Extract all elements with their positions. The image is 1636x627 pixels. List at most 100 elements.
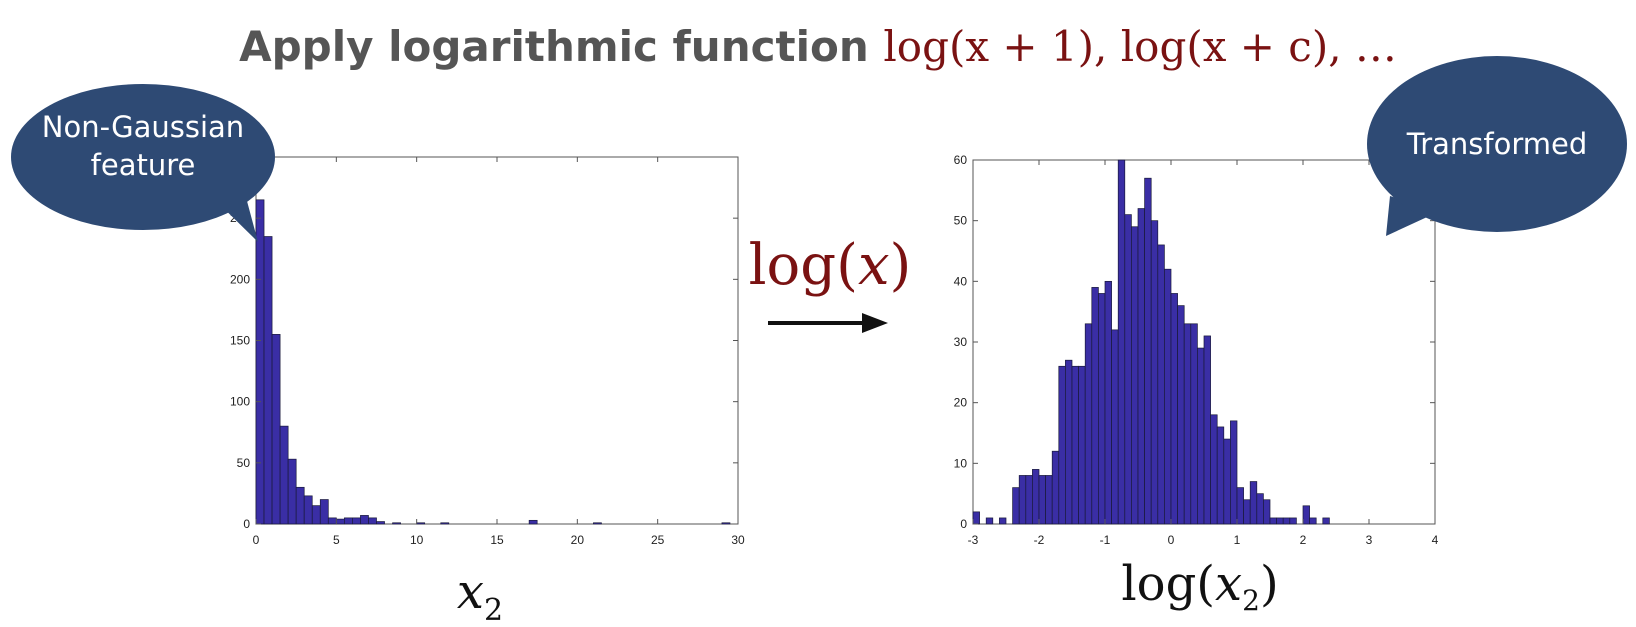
right-bar: [1282, 517, 1291, 525]
right-bar: [1084, 323, 1093, 525]
right-ytick-label: 40: [954, 274, 968, 288]
left-bar: [344, 517, 353, 525]
transform-arrow: [768, 313, 888, 333]
left-bar: [721, 522, 731, 525]
right-bar: [1183, 323, 1192, 525]
left-ytick-label: 200: [230, 272, 250, 286]
callout-right: Transformed: [1367, 56, 1627, 236]
left-bar: [279, 425, 289, 525]
left-bar: [593, 522, 602, 525]
right-bar: [1197, 347, 1205, 525]
right-bar: [1243, 499, 1251, 525]
right-xtick-label: 0: [1168, 533, 1175, 547]
right-bar: [1091, 287, 1099, 525]
right-bar: [1177, 305, 1185, 525]
callout-right-bubble: [1367, 56, 1627, 232]
right-bar: [1124, 214, 1132, 525]
left-bar: [255, 199, 265, 525]
right-ytick-label: 50: [954, 214, 968, 228]
left-histogram: 051015202530050100150200250: [230, 156, 745, 547]
left-xtick-label: 25: [651, 533, 665, 547]
right-bar: [1032, 469, 1040, 525]
left-bar: [528, 519, 538, 525]
right-bar: [1078, 365, 1086, 525]
right-bar: [1203, 335, 1211, 525]
right-xtick-label: -3: [968, 533, 979, 547]
callout-left-line2: feature: [91, 148, 196, 182]
left-xlabel-symbol: x: [457, 564, 484, 620]
right-bar: [1111, 329, 1119, 525]
left-xtick-label: 15: [490, 533, 504, 547]
left-bar: [368, 517, 377, 525]
right-bar: [985, 517, 994, 525]
left-ytick-label: 0: [243, 517, 250, 531]
right-bar: [1045, 475, 1053, 525]
title-text: Apply logarithmic function: [239, 22, 884, 71]
right-bar: [1051, 450, 1060, 525]
arrow-label: log(x): [749, 233, 912, 298]
page-title: Apply logarithmic function log(x + 1), l…: [0, 22, 1636, 71]
left-bar: [295, 486, 305, 525]
right-bar: [1309, 517, 1317, 525]
right-bar: [1190, 323, 1198, 525]
right-bar: [1150, 220, 1159, 525]
left-bar: [311, 505, 321, 525]
right-bar: [1322, 517, 1330, 525]
right-bar: [972, 511, 980, 525]
right-bar: [1289, 517, 1297, 525]
right-bar: [1117, 159, 1126, 525]
left-ytick-label: 100: [230, 395, 250, 409]
right-bar: [1276, 517, 1284, 525]
callout-left-line1: Non-Gaussian: [42, 110, 244, 144]
left-bar: [303, 495, 313, 525]
right-bar: [999, 517, 1007, 525]
left-bar: [392, 522, 401, 525]
right-bar: [1223, 438, 1231, 525]
right-bar: [1256, 493, 1264, 525]
right-ytick-label: 60: [954, 153, 968, 167]
right-xtick-label: -1: [1100, 533, 1111, 547]
arrow-label-var: x: [858, 233, 890, 298]
right-bar: [1058, 365, 1066, 525]
left-xlabel: x2: [457, 564, 503, 627]
left-bar: [319, 499, 329, 525]
left-xtick-label: 30: [731, 533, 745, 547]
right-ytick-label: 10: [954, 456, 968, 470]
right-ytick-label: 30: [954, 335, 968, 349]
left-xtick-label: 0: [253, 533, 260, 547]
right-xtick-label: 2: [1300, 533, 1307, 547]
left-bar: [335, 518, 345, 525]
left-bar: [327, 517, 337, 525]
left-bar: [360, 515, 369, 525]
right-xlabel-subscript: 2: [1242, 584, 1260, 617]
right-bar: [1065, 359, 1073, 525]
left-xlabel-subscript: 2: [484, 593, 503, 627]
callout-left: Non-Gaussian feature: [11, 84, 275, 242]
right-xlabel: log(x2): [1121, 556, 1278, 617]
right-xlabel-fn: log: [1121, 556, 1196, 612]
arrow-label-fn: log(: [749, 233, 858, 298]
left-bar: [416, 522, 426, 525]
callout-right-text: Transformed: [1406, 127, 1588, 161]
arrow-label-close: ): [890, 233, 912, 298]
right-bar: [1302, 505, 1310, 525]
right-bar: [1131, 226, 1139, 525]
right-bar: [1269, 517, 1277, 525]
left-ytick-label: 150: [230, 334, 250, 348]
right-bar: [1104, 280, 1112, 525]
right-bar: [1230, 420, 1238, 525]
left-xtick-label: 5: [333, 533, 340, 547]
left-bar: [376, 521, 385, 525]
callout-left-bubble: [11, 84, 275, 230]
left-bar: [271, 334, 281, 525]
left-bar: [440, 522, 450, 525]
right-bar: [1157, 244, 1165, 525]
right-bar: [1164, 268, 1172, 525]
right-bar: [1012, 487, 1020, 525]
left-xtick-label: 20: [571, 533, 585, 547]
left-bar: [287, 458, 297, 525]
left-plot-frame: [255, 156, 739, 525]
right-bar: [1210, 414, 1218, 525]
right-bar: [1216, 426, 1225, 525]
